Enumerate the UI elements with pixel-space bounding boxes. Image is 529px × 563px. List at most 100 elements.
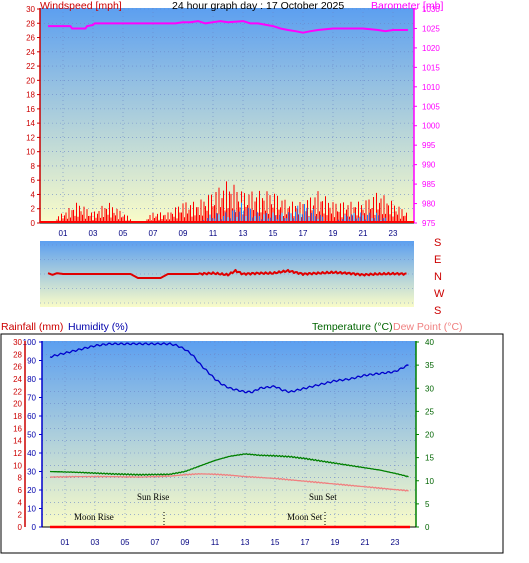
wind-tick-label: 28 [26,19,35,28]
baro-tick-label: 1015 [422,63,440,72]
rain-tick-label: 2 [18,511,23,520]
humidity-tick-label: 70 [27,394,36,403]
baro-tick-label: 1010 [422,83,440,92]
x-tick-label: 17 [301,538,310,547]
sun-rise-label: Sun Rise [137,492,169,502]
rain-tick-label: 14 [13,437,22,446]
baro-tick-label: 1030 [422,5,440,14]
wind-tick-label: 30 [26,5,35,14]
x-tick-label: 05 [121,538,130,547]
humidity-tick-label: 10 [27,505,36,514]
compass-e: E [434,254,441,266]
wind-tick-label: 22 [26,62,35,71]
temp-tick-label: 40 [425,338,434,347]
baro-tick-label: 1020 [422,44,440,53]
temp-hum-plot-area [42,341,416,527]
baro-tick-label: 1025 [422,24,440,33]
x-tick-label: 23 [389,229,398,238]
baro-tick-label: 1000 [422,122,440,131]
x-tick-label: 09 [181,538,190,547]
temp-hum-series [49,342,410,529]
sun-set-label: Sun Set [309,492,337,502]
temperature-line [49,453,409,478]
temp-tick-label: 30 [425,384,434,393]
baro-tick-label: 985 [422,180,436,189]
compass-s-top: S [434,237,441,249]
humidity-line [49,342,409,394]
rain-tick-label: 22 [13,387,22,396]
humidity-tick-label: 0 [32,523,37,532]
temp-tick-label: 0 [425,523,430,532]
x-tick-label: 13 [239,229,248,238]
temp-tick-label: 15 [425,454,434,463]
wind-tick-label: 4 [31,190,36,199]
rain-tick-label: 10 [13,461,22,470]
x-tick-label: 01 [61,538,70,547]
wind-baro-series [40,20,414,223]
rain-tick-label: 18 [13,412,22,421]
temp-grid [42,341,416,528]
barometer-label: Barometer [mb] [371,0,443,12]
rain-tick-label: 16 [13,424,22,433]
moon-set-label: Moon Set [287,512,323,522]
dewpoint-line [49,472,409,492]
direction-line [47,268,407,279]
moon-rise-label: Moon Rise [74,512,114,522]
wind-tick-label: 18 [26,91,35,100]
rainfall-label: Rainfall (mm) [1,321,63,333]
humidity-tick-label: 50 [27,431,36,440]
humidity-tick-label: 100 [23,338,37,347]
x-tick-label: 07 [149,229,158,238]
baro-tick-label: 980 [422,200,436,209]
temp-tick-label: 10 [425,477,434,486]
x-tick-label: 11 [211,538,220,547]
wind-tick-label: 16 [26,105,35,114]
baro-tick-label: 995 [422,141,436,150]
x-tick-label: 21 [361,538,370,547]
temp-tick-label: 25 [425,407,434,416]
humidity-label: Humidity (%) [68,321,128,333]
x-tick-label: 19 [329,229,338,238]
rain-tick-label: 30 [13,338,22,347]
humidity-tick-label: 30 [27,468,36,477]
chart-title: 24 hour graph day : 17 October 2025 [172,0,344,12]
rain-tick-label: 20 [13,400,22,409]
temp-axis-ticks: 0246810121416182022242628300102030405060… [13,338,434,547]
x-tick-label: 13 [241,538,250,547]
x-tick-label: 05 [119,229,128,238]
x-tick-label: 21 [359,229,368,238]
x-tick-label: 09 [179,229,188,238]
baro-tick-label: 990 [422,161,436,170]
wind-tick-label: 6 [31,176,36,185]
humidity-tick-label: 60 [27,412,36,421]
wind-tick-label: 14 [26,119,35,128]
wind-tick-label: 24 [26,48,35,57]
baro-tick-label: 975 [422,219,436,228]
temp-tick-label: 35 [425,361,434,370]
x-tick-label: 03 [91,538,100,547]
x-tick-label: 01 [59,229,68,238]
wind-tick-label: 10 [26,148,35,157]
temp-tick-label: 5 [425,500,430,509]
x-tick-label: 07 [151,538,160,547]
rain-tick-label: 12 [13,449,22,458]
humidity-tick-label: 20 [27,486,36,495]
x-tick-label: 19 [331,538,340,547]
x-tick-label: 03 [89,229,98,238]
wind-tick-label: 0 [31,219,36,228]
rain-tick-label: 4 [18,498,23,507]
dewpoint-label: Dew Point (°C) [393,321,463,333]
compass-s-bottom: S [434,305,441,317]
compass-w: W [434,288,445,300]
rain-tick-label: 28 [13,350,22,359]
humidity-tick-label: 40 [27,449,36,458]
rain-tick-label: 0 [18,523,23,532]
rain-tick-label: 24 [13,375,22,384]
x-tick-label: 15 [271,538,280,547]
rain-tick-label: 6 [18,486,23,495]
rain-tick-label: 8 [18,474,23,483]
direction-series [47,268,407,279]
temp-tick-label: 20 [425,431,434,440]
